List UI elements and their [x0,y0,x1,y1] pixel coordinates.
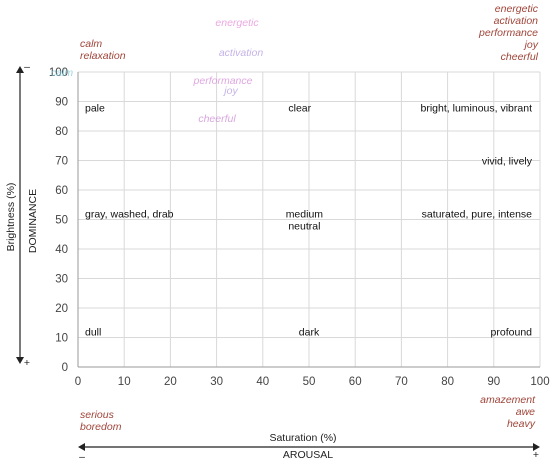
emotion-top-left: calm [80,38,102,50]
data-label: clear [288,102,311,114]
emotion-bottom-right: amazement [480,394,536,406]
arousal-low-sign: – [79,451,85,463]
arousal-arrow-left-head [78,443,85,451]
arousal-arrow-right-head [533,443,540,451]
y-tick-label: 80 [55,126,68,138]
data-label: bright, luminous, vibrant [421,102,533,114]
y-tick-label: 50 [55,215,68,227]
y-axis-title: Brightness (%) [5,183,17,252]
emotion-top-right: cheerful [501,51,539,63]
data-label: medium [286,209,324,221]
overlay-mark: activation [219,47,264,59]
x-tick-label: 20 [164,376,177,388]
y-tick-label: 0 [62,362,68,374]
x-tick-label: 0 [75,376,81,388]
data-label: dull [85,327,101,339]
overlay-mark: calm [51,67,73,79]
x-tick-label: 100 [530,376,549,388]
data-label: pale [85,102,105,114]
overlay-mark: energetic [215,17,259,29]
x-tick-label: 40 [256,376,269,388]
y-tick-label: 20 [55,303,68,315]
dominance-arrow-top-head [16,66,24,73]
emotion-bottom-right: awe [516,406,535,418]
x-tick-label: 90 [487,376,500,388]
data-label: dark [299,327,320,339]
data-label: vivid, lively [482,156,533,168]
y-tick-label: 40 [55,244,68,256]
emotion-bottom-left: boredom [80,421,122,433]
overlay-mark: performance [193,75,253,87]
x-tick-label: 70 [395,376,408,388]
arousal-high-sign: + [533,449,539,461]
data-label: neutral [288,220,320,232]
y-tick-label: 70 [55,156,68,168]
overlay-mark: joy [222,85,238,97]
y-tick-label: 30 [55,274,68,286]
overlay-mark: cheerful [198,113,236,125]
y-tick-label: 100 [49,67,68,79]
dominance-high-sign: – [24,61,30,73]
emotion-bottom-right: heavy [507,418,536,430]
x-tick-label: 60 [349,376,362,388]
y-tick-label: 60 [55,185,68,197]
x-tick-label: 10 [118,376,131,388]
emotion-top-right: joy [523,39,539,51]
x-tick-label: 50 [303,376,316,388]
x-tick-label: 80 [441,376,454,388]
arousal-axis-label: AROUSAL [283,449,333,461]
dominance-arrow-bottom-head [16,357,24,364]
emotion-top-right: energetic [495,3,539,15]
y-tick-label: 10 [55,333,68,345]
data-label: saturated, pure, intense [422,209,532,221]
emotion-top-right: performance [478,27,538,39]
x-tick-label: 30 [210,376,223,388]
data-label: profound [491,327,533,339]
dominance-low-sign: + [24,357,30,369]
emotion-top-right: activation [494,15,539,27]
dominance-axis-label: DOMINANCE [27,189,39,253]
emotion-top-left: relaxation [80,50,126,62]
y-tick-label: 90 [55,97,68,109]
data-label: gray, washed, drab [85,209,174,221]
emotion-bottom-left: serious [80,409,115,421]
x-axis-title: Saturation (%) [269,432,336,444]
